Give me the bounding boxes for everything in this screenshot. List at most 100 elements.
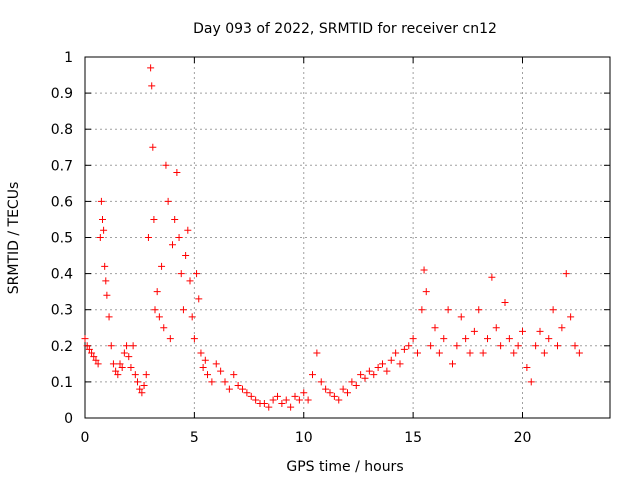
data-point xyxy=(440,335,448,343)
data-point xyxy=(169,241,176,249)
data-point xyxy=(505,335,513,343)
data-point xyxy=(96,234,104,241)
data-point xyxy=(105,313,113,321)
data-point xyxy=(173,169,181,177)
data-point xyxy=(501,298,509,306)
data-point xyxy=(409,335,417,343)
x-axis-label: GPS time / hours xyxy=(286,459,403,475)
data-point xyxy=(282,396,290,404)
data-point xyxy=(129,342,137,350)
data-point xyxy=(435,349,443,357)
data-point xyxy=(138,389,146,397)
data-point xyxy=(475,306,483,314)
data-point xyxy=(396,360,404,368)
data-point xyxy=(379,360,386,368)
data-point xyxy=(466,349,474,357)
data-point xyxy=(83,342,91,350)
data-point xyxy=(109,360,117,368)
data-point xyxy=(217,367,225,375)
data-point xyxy=(488,273,496,281)
data-point xyxy=(431,324,439,332)
data-point xyxy=(97,197,105,205)
data-point xyxy=(567,313,575,321)
data-point xyxy=(317,378,325,386)
data-point xyxy=(427,342,435,350)
data-point xyxy=(540,349,548,357)
data-point xyxy=(422,288,430,296)
data-point xyxy=(131,371,139,379)
data-point xyxy=(361,374,369,382)
data-point xyxy=(103,291,111,299)
data-point xyxy=(100,226,108,234)
data-point xyxy=(221,378,229,386)
data-point xyxy=(510,349,518,357)
y-tick-label: 0.3 xyxy=(51,303,73,319)
data-point xyxy=(330,392,338,400)
data-point xyxy=(153,288,161,296)
data-point xyxy=(392,349,400,357)
data-point xyxy=(492,324,500,332)
data-point xyxy=(558,324,566,332)
data-point xyxy=(357,371,365,379)
y-tick-label: 0.8 xyxy=(51,122,73,138)
data-point xyxy=(179,306,187,314)
data-point xyxy=(304,396,312,404)
data-point xyxy=(457,313,465,321)
y-tick-label: 0.6 xyxy=(51,194,73,210)
data-point xyxy=(269,396,277,404)
data-point xyxy=(239,385,246,393)
data-point xyxy=(171,215,179,223)
data-point xyxy=(370,371,378,379)
data-point xyxy=(462,335,470,343)
data-point xyxy=(554,342,561,350)
data-point xyxy=(322,385,330,393)
data-point xyxy=(186,277,194,285)
data-point xyxy=(365,367,373,375)
grid xyxy=(85,57,610,418)
data-point xyxy=(147,64,155,72)
data-point xyxy=(348,378,356,386)
data-point xyxy=(274,392,281,400)
data-point xyxy=(339,385,347,393)
y-tick-label: 0.4 xyxy=(51,267,73,283)
data-point xyxy=(116,360,124,368)
data-point xyxy=(125,353,133,361)
data-point xyxy=(112,367,120,375)
data-point xyxy=(182,252,190,260)
data-point xyxy=(523,363,531,371)
data-point xyxy=(225,385,233,393)
data-point xyxy=(352,382,360,390)
data-point xyxy=(449,360,456,368)
data-point xyxy=(136,385,144,393)
data-point xyxy=(102,277,110,285)
data-point xyxy=(484,335,491,343)
data-point xyxy=(414,349,421,357)
x-tick-label: 0 xyxy=(81,430,90,446)
data-point xyxy=(120,349,128,357)
data-point xyxy=(243,389,251,397)
scatter-series xyxy=(81,64,583,411)
data-point xyxy=(400,345,408,353)
data-point xyxy=(562,270,570,278)
data-point xyxy=(199,363,207,371)
data-point xyxy=(234,382,242,390)
data-point xyxy=(309,371,316,379)
data-point xyxy=(88,349,96,357)
data-point xyxy=(575,349,583,357)
data-point xyxy=(140,382,148,390)
y-tick-label: 0.1 xyxy=(51,375,73,391)
data-point xyxy=(197,349,205,357)
y-tick-label: 0.7 xyxy=(51,158,73,174)
data-point xyxy=(99,215,106,223)
data-point xyxy=(444,306,452,314)
y-tick-label: 0 xyxy=(64,411,73,427)
data-point xyxy=(150,215,158,223)
data-point xyxy=(405,342,413,350)
data-point xyxy=(278,400,286,408)
data-point xyxy=(374,363,382,371)
data-point xyxy=(118,363,126,371)
data-point xyxy=(295,396,303,404)
data-point xyxy=(527,378,535,386)
data-point xyxy=(545,335,553,343)
